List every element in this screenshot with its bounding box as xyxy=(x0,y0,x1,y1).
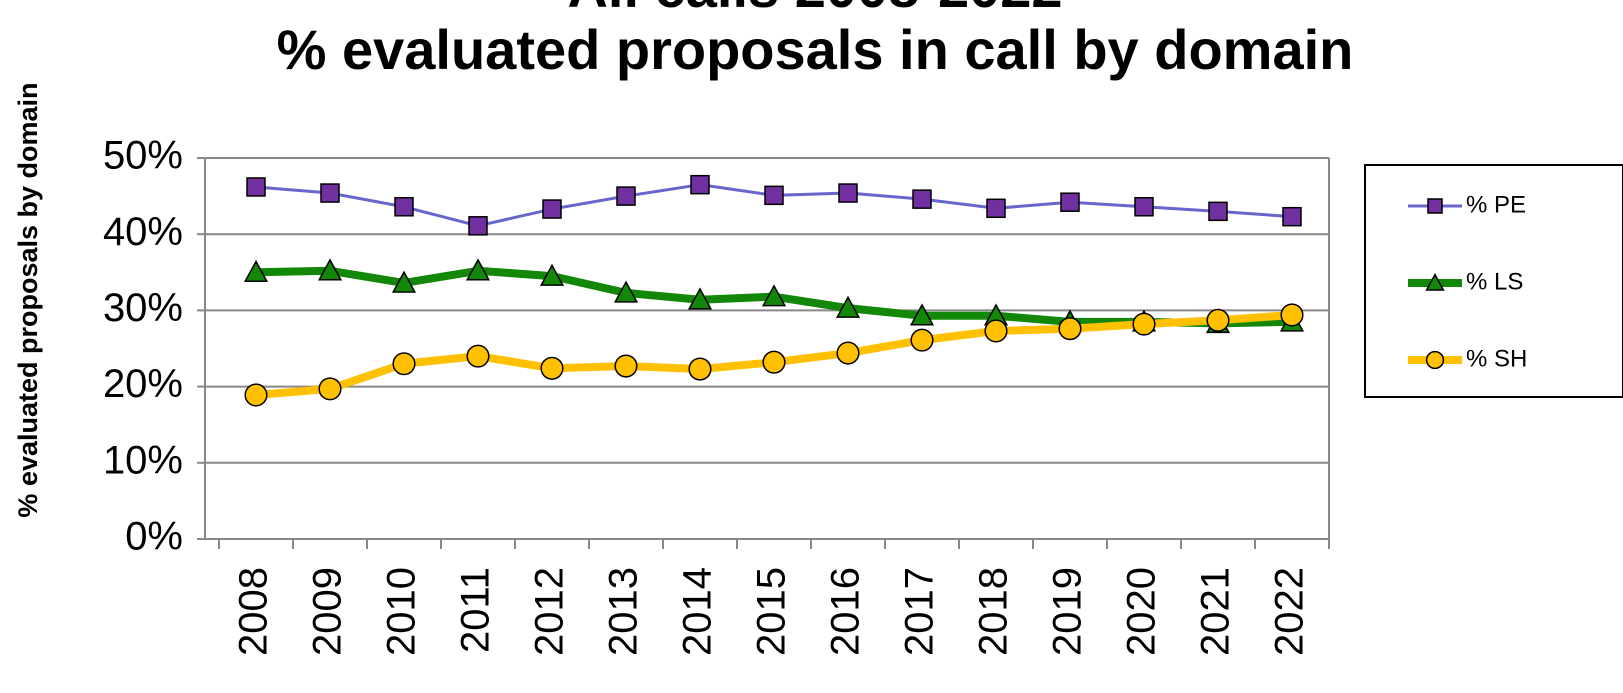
x-tick-label: 2011 xyxy=(454,567,498,653)
marker xyxy=(1132,312,1156,336)
y-tick-label: 20% xyxy=(103,362,183,406)
marker xyxy=(394,197,414,217)
marker xyxy=(838,183,858,203)
chart-subtitle: % evaluated proposals in call by domain xyxy=(277,18,1354,81)
marker xyxy=(614,354,638,378)
marker xyxy=(1206,308,1230,332)
marker xyxy=(1058,317,1082,341)
marker xyxy=(243,259,269,283)
x-tick-label: 2014 xyxy=(676,567,720,656)
x-tick-label: 2020 xyxy=(1120,567,1164,656)
legend-label: % LS xyxy=(1466,268,1523,295)
marker xyxy=(540,356,564,380)
marker xyxy=(1060,192,1080,212)
x-tick-label: 2017 xyxy=(898,567,942,656)
marker xyxy=(984,319,1008,343)
legend-marker xyxy=(1427,198,1443,214)
marker xyxy=(909,303,935,326)
marker xyxy=(836,341,860,365)
marker xyxy=(318,377,342,401)
marker xyxy=(762,350,786,374)
marker xyxy=(688,357,712,381)
y-axis-label: % evaluated proposals by domain xyxy=(13,82,43,517)
marker xyxy=(317,258,343,281)
marker xyxy=(1280,303,1304,327)
x-tick-label: 2022 xyxy=(1268,567,1312,656)
y-tick-label: 50% xyxy=(103,134,183,178)
marker xyxy=(391,270,417,293)
marker xyxy=(1134,197,1154,217)
x-tick-label: 2009 xyxy=(306,567,350,656)
marker xyxy=(542,199,562,219)
marker xyxy=(912,189,932,209)
marker xyxy=(244,383,268,407)
marker xyxy=(468,216,488,236)
legend-label: % PE xyxy=(1466,191,1526,218)
marker xyxy=(1282,206,1302,227)
marker xyxy=(761,284,787,307)
legend-marker xyxy=(1425,350,1445,370)
marker xyxy=(1208,201,1228,222)
legend-label: % SH xyxy=(1466,345,1527,372)
x-tick-label: 2012 xyxy=(528,567,572,656)
x-tick-label: 2015 xyxy=(750,567,794,656)
marker xyxy=(392,352,416,376)
y-tick-label: 30% xyxy=(103,286,183,330)
x-tick-label: 2016 xyxy=(824,567,868,656)
marker xyxy=(690,174,710,195)
x-tick-label: 2019 xyxy=(1046,567,1090,656)
x-tick-label: 2021 xyxy=(1194,567,1238,656)
legend-marker xyxy=(1425,273,1445,291)
x-tick-label: 2013 xyxy=(602,567,646,656)
marker xyxy=(687,287,713,310)
y-tick-label: 0% xyxy=(125,515,183,559)
marker xyxy=(246,177,266,197)
marker xyxy=(764,185,784,206)
x-tick-label: 2010 xyxy=(380,567,424,656)
marker xyxy=(986,198,1006,219)
marker xyxy=(835,295,861,318)
x-tick-label: 2018 xyxy=(972,567,1016,656)
marker xyxy=(320,183,340,203)
chart-title: All calls 2008-2022 xyxy=(567,0,1062,19)
marker xyxy=(613,280,639,303)
y-tick-label: 40% xyxy=(103,210,183,254)
marker xyxy=(910,328,934,352)
marker xyxy=(465,258,491,281)
marker xyxy=(539,263,565,286)
y-tick-label: 10% xyxy=(103,438,183,482)
x-tick-label: 2008 xyxy=(232,567,276,656)
marker xyxy=(466,344,490,368)
marker xyxy=(616,186,636,206)
